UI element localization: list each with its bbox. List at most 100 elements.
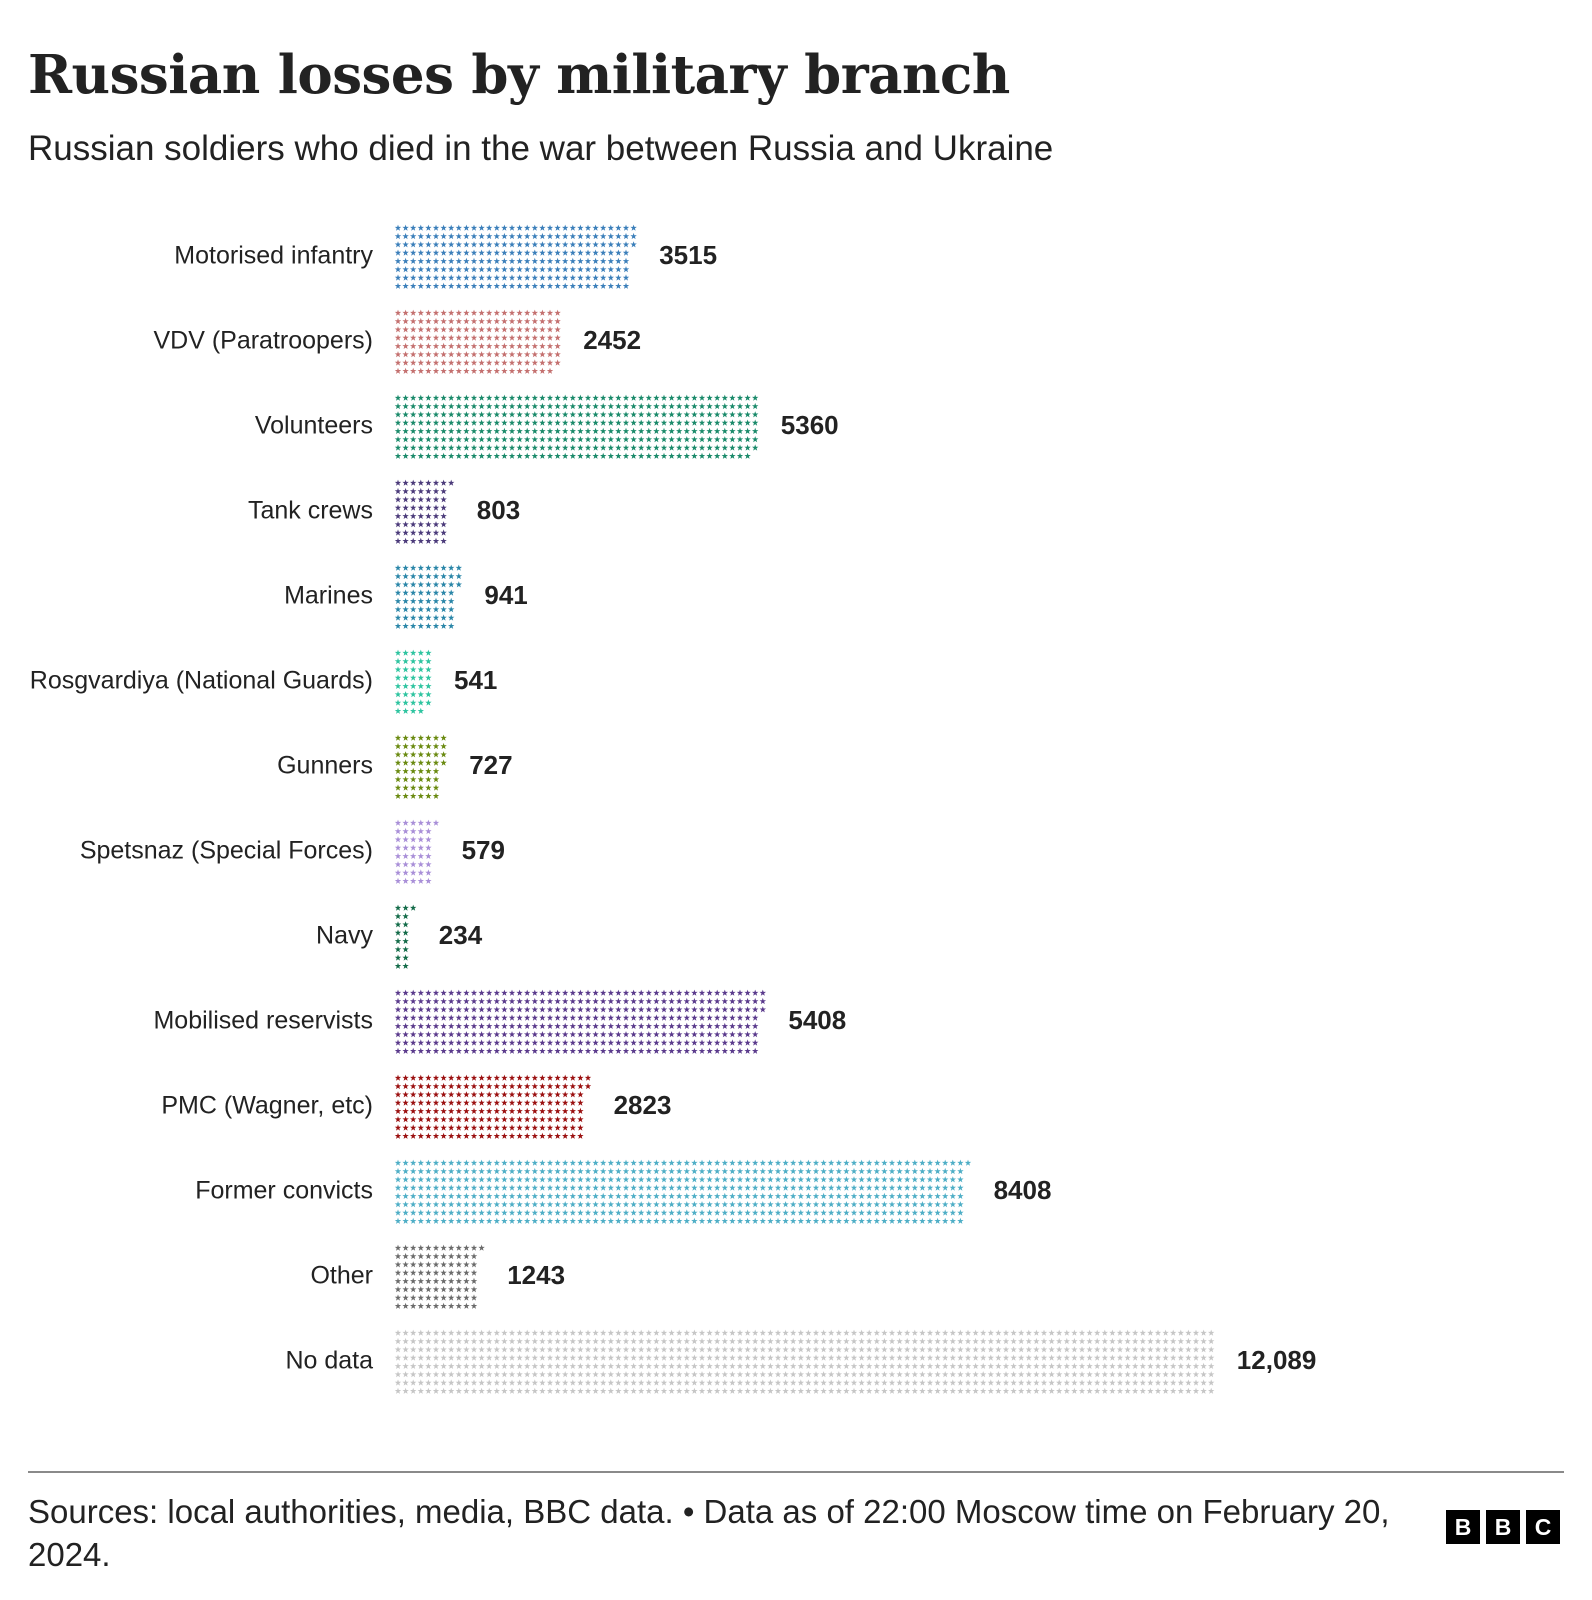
bar (394, 564, 462, 629)
star-mark (394, 266, 402, 273)
star-mark (645, 1329, 652, 1336)
star-mark (402, 776, 409, 783)
star-mark (455, 1014, 462, 1021)
star-mark (493, 1167, 500, 1175)
star-mark (455, 1082, 462, 1090)
star-mark (463, 1201, 470, 1208)
star-mark (394, 1074, 402, 1081)
star-mark (668, 1006, 675, 1013)
star-mark (448, 1209, 455, 1216)
star-mark (448, 1371, 455, 1378)
star-mark (425, 1371, 432, 1378)
star-mark (835, 1387, 842, 1394)
star-mark (394, 1107, 402, 1114)
star-mark (493, 249, 500, 256)
star-mark (805, 1184, 812, 1191)
star-mark (774, 1217, 782, 1224)
star-mark (554, 326, 561, 333)
star-mark (911, 1201, 918, 1208)
star-mark (463, 326, 470, 333)
star-mark (440, 537, 447, 544)
star-mark (653, 1022, 660, 1029)
star-mark (554, 1099, 561, 1106)
star-mark (577, 997, 584, 1005)
star-mark (919, 1337, 926, 1345)
star-mark (410, 342, 417, 349)
star-mark (478, 309, 485, 316)
star-mark (1094, 1371, 1101, 1378)
star-mark (432, 1387, 440, 1394)
star-mark (584, 266, 592, 273)
star-mark (828, 1329, 835, 1336)
star-mark (630, 232, 637, 240)
star-mark (1101, 1354, 1108, 1361)
star-mark (873, 1192, 880, 1199)
star-mark (577, 241, 584, 248)
star-mark (546, 274, 554, 281)
star-mark (774, 1167, 782, 1175)
star-mark (524, 334, 531, 341)
star-mark (706, 997, 713, 1005)
star-mark (600, 1354, 607, 1361)
star-mark (470, 419, 478, 426)
star-mark (630, 402, 637, 410)
star-mark (394, 452, 402, 459)
star-mark (873, 1209, 880, 1216)
star-mark (577, 1362, 584, 1369)
star-mark (402, 521, 409, 528)
star-mark (402, 1329, 409, 1336)
star-mark (630, 997, 637, 1005)
star-mark (516, 997, 523, 1005)
star-mark (546, 1354, 554, 1361)
star-mark (896, 1201, 903, 1208)
star-mark (432, 1371, 440, 1378)
star-mark (600, 257, 607, 264)
star-mark (653, 1167, 660, 1175)
star-mark (1033, 1354, 1040, 1361)
star-mark (493, 1379, 500, 1386)
star-mark (493, 1354, 500, 1361)
star-mark (926, 1379, 934, 1386)
star-mark (463, 1269, 470, 1276)
star-mark (1071, 1337, 1078, 1345)
star-mark (1177, 1329, 1184, 1336)
star-mark (455, 1329, 462, 1336)
star-mark (1071, 1371, 1078, 1378)
star-mark (410, 1167, 417, 1175)
star-mark (562, 1074, 569, 1081)
star-mark (539, 334, 546, 341)
star-mark (683, 1159, 690, 1166)
star-mark (660, 1346, 668, 1353)
star-mark (410, 274, 417, 281)
star-mark (584, 274, 592, 281)
star-mark (1132, 1354, 1139, 1361)
star-mark (569, 1346, 576, 1353)
star-mark (546, 1132, 554, 1139)
star-mark (645, 419, 652, 426)
star-mark (782, 1329, 789, 1336)
star-mark (934, 1354, 941, 1361)
star-mark (835, 1167, 842, 1175)
star-mark (524, 1184, 531, 1191)
star-mark (584, 997, 592, 1005)
star-mark (630, 989, 637, 996)
star-mark (622, 1354, 630, 1361)
star-mark (638, 1329, 645, 1336)
star-mark (410, 411, 417, 418)
star-mark (797, 1201, 804, 1208)
star-mark (843, 1201, 850, 1208)
star-mark (676, 1201, 683, 1208)
star-mark (425, 257, 432, 264)
star-mark (691, 1217, 698, 1224)
star-mark (1185, 1371, 1192, 1378)
star-mark (805, 1176, 812, 1183)
star-mark (714, 1167, 721, 1175)
star-mark (448, 1116, 455, 1123)
star-mark (417, 1277, 424, 1284)
star-mark (592, 997, 599, 1005)
star-mark (501, 334, 508, 341)
star-mark (463, 1329, 470, 1336)
star-mark (660, 1209, 668, 1216)
star-mark (402, 1039, 409, 1046)
star-mark (531, 359, 538, 366)
